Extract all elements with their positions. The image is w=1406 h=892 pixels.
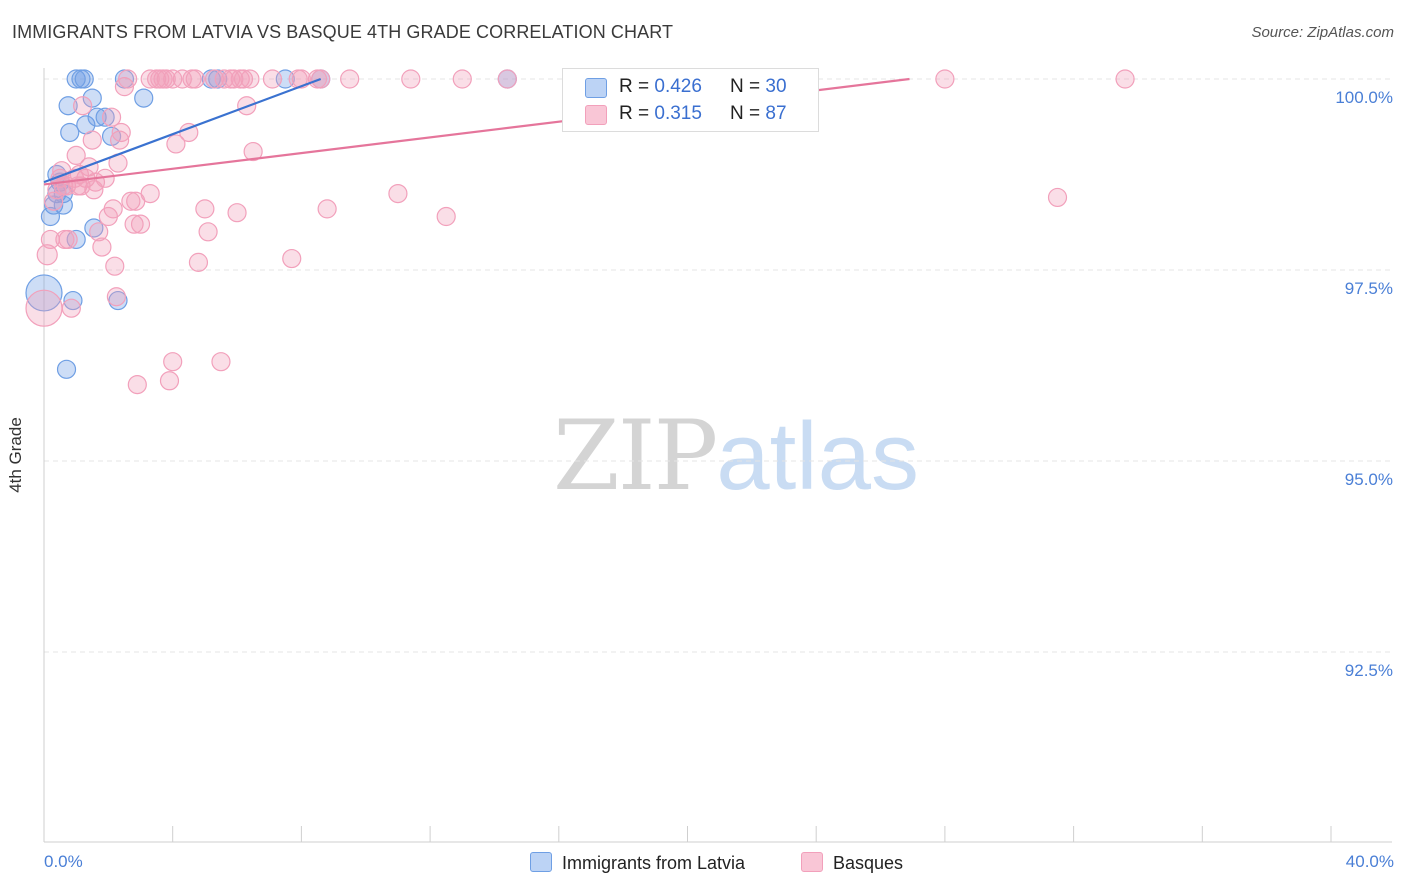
basques-point-24 bbox=[105, 256, 125, 276]
basques-point-40 bbox=[159, 371, 180, 391]
basques-point-82 bbox=[230, 69, 250, 89]
basques-point-10 bbox=[66, 145, 86, 165]
basques-point-18 bbox=[89, 222, 109, 242]
basques-point-73 bbox=[1047, 187, 1068, 208]
basques-point-34 bbox=[130, 214, 151, 234]
legend-n-basques: N = 87 bbox=[730, 103, 787, 124]
watermark-zip: ZIP bbox=[553, 400, 718, 512]
basques-point-17 bbox=[84, 180, 104, 200]
y-tick-layer: 100.0% 97.5% 95.0% 92.5% bbox=[1335, 88, 1393, 680]
basques-point-36 bbox=[140, 184, 160, 204]
latvia-point-11 bbox=[66, 229, 86, 250]
basques-point-23 bbox=[103, 199, 123, 219]
basques-point-13 bbox=[73, 96, 93, 116]
latvia-point-9 bbox=[60, 122, 80, 143]
basques-point-49 bbox=[198, 222, 218, 242]
basques-point-84 bbox=[307, 69, 328, 89]
legend-swatch-latvia-bottom bbox=[530, 852, 552, 872]
latvia-point-8 bbox=[58, 96, 78, 116]
latvia-point-20 bbox=[134, 88, 154, 108]
chart-title: IMMIGRANTS FROM LATVIA VS BASQUE 4TH GRA… bbox=[12, 22, 674, 42]
latvia-point-21 bbox=[66, 69, 86, 89]
basques-point-19 bbox=[92, 237, 112, 257]
basques-point-81 bbox=[224, 69, 244, 89]
latvia-point-7 bbox=[56, 359, 77, 379]
basques-point-27 bbox=[110, 130, 130, 150]
latvia-point-16 bbox=[95, 107, 115, 127]
latvia-point-13 bbox=[82, 88, 102, 108]
legend-r-basques: R = 0.315 bbox=[619, 103, 702, 124]
basques-point-41 bbox=[163, 352, 183, 372]
basques-point-60 bbox=[282, 248, 302, 269]
basques-point-63 bbox=[317, 199, 337, 219]
latvia-point-23 bbox=[74, 69, 94, 89]
basques-point-48 bbox=[195, 199, 215, 219]
point-layer bbox=[25, 69, 1135, 395]
legend-swatch-latvia bbox=[585, 78, 607, 98]
latvia-point-0 bbox=[25, 274, 63, 312]
legend-item-basques: Basques bbox=[801, 852, 903, 874]
basques-point-28 bbox=[111, 122, 131, 143]
basques-point-58 bbox=[243, 141, 263, 162]
basques-point-64 bbox=[340, 69, 360, 89]
x-tick-label-min: 0.0% bbox=[44, 852, 83, 871]
legend-label-basques: Basques bbox=[833, 853, 904, 873]
latvia-point-15 bbox=[87, 107, 107, 127]
basques-point-1 bbox=[36, 244, 58, 266]
basques-point-54 bbox=[227, 203, 247, 223]
watermark: ZIPatlas bbox=[553, 400, 919, 512]
grid-layer bbox=[44, 78, 1392, 653]
basques-point-31 bbox=[124, 214, 144, 234]
basques-point-57 bbox=[240, 69, 260, 89]
latvia-point-10 bbox=[63, 290, 83, 311]
basques-point-33 bbox=[127, 375, 147, 395]
basques-point-52 bbox=[214, 69, 234, 89]
basques-point-16 bbox=[82, 130, 102, 150]
basques-point-66 bbox=[401, 69, 421, 89]
x-tick-label-max: 40.0% bbox=[1345, 852, 1394, 871]
watermark-atlas: atlas bbox=[716, 403, 919, 510]
y-tick-label-0: 100.0% bbox=[1335, 88, 1393, 107]
basques-point-0 bbox=[25, 289, 63, 327]
basques-point-47 bbox=[188, 252, 209, 272]
latvia-trend-line bbox=[43, 77, 322, 184]
basques-point-68 bbox=[452, 69, 472, 89]
basques-point-85 bbox=[52, 161, 72, 181]
basques-point-30 bbox=[121, 191, 141, 211]
basques-point-77 bbox=[85, 172, 106, 192]
basques-point-76 bbox=[58, 229, 78, 250]
basques-point-59 bbox=[262, 69, 283, 89]
legend-swatch-basques bbox=[585, 105, 607, 125]
legend-item-latvia: Immigrants from Latvia bbox=[530, 852, 745, 874]
basques-point-79 bbox=[153, 69, 173, 89]
axis-layer bbox=[43, 68, 1392, 843]
basques-point-50 bbox=[204, 69, 225, 89]
y-tick-label-3: 92.5% bbox=[1345, 661, 1393, 680]
basques-point-67 bbox=[436, 206, 456, 227]
y-tick-label-2: 95.0% bbox=[1345, 470, 1393, 489]
source-note: Source: ZipAtlas.com bbox=[1251, 24, 1394, 41]
basques-point-51 bbox=[211, 352, 231, 372]
latvia-point-1 bbox=[40, 206, 61, 227]
y-tick-label-1: 97.5% bbox=[1345, 279, 1393, 298]
basques-point-78 bbox=[118, 69, 138, 89]
basques-point-74 bbox=[1115, 69, 1135, 89]
basques-point-8 bbox=[61, 298, 81, 318]
legend-n-latvia: N = 30 bbox=[730, 76, 787, 97]
legend-r-latvia: R = 0.426 bbox=[619, 76, 702, 97]
basques-point-75 bbox=[44, 191, 64, 211]
basques-point-80 bbox=[182, 69, 202, 89]
basques-point-69 bbox=[497, 69, 517, 89]
basques-point-42 bbox=[163, 69, 183, 89]
legend-label-latvia: Immigrants from Latvia bbox=[562, 853, 746, 873]
basques-point-43 bbox=[166, 134, 186, 154]
basques-point-65 bbox=[388, 184, 408, 204]
basques-point-22 bbox=[101, 107, 122, 127]
basques-point-25 bbox=[106, 287, 126, 307]
basques-point-72 bbox=[935, 69, 955, 89]
stats-legend: R = 0.426 N = 30 R = 0.315 N = 87 bbox=[562, 68, 819, 132]
legend-swatch-basques-bottom bbox=[801, 852, 823, 872]
